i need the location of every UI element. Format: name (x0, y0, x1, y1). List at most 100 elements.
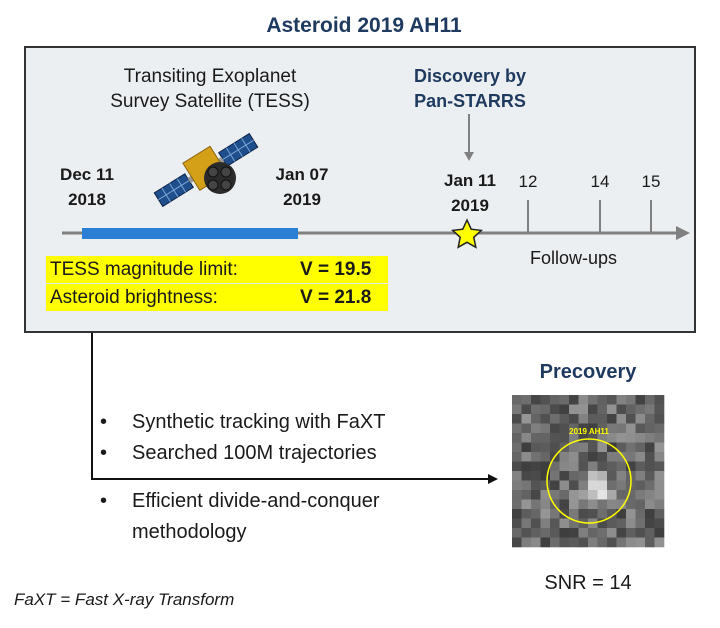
timeline-arrowhead (676, 226, 690, 240)
precovery-pixel (597, 509, 608, 519)
precovery-pixel (616, 509, 627, 519)
precovery-pixel (654, 433, 665, 443)
precovery-pixel (616, 395, 627, 405)
precovery-pixel (521, 480, 532, 491)
precovery-pixel (616, 404, 627, 415)
precovery-pixel (626, 452, 636, 462)
precovery-pixel (512, 395, 522, 405)
precovery-pixel (512, 404, 522, 415)
precovery-pixel (588, 395, 598, 405)
precovery-pixel (616, 414, 627, 424)
precovery-pixel (531, 471, 541, 481)
precovery-pixel (521, 490, 532, 500)
precovery-pixel (626, 461, 636, 472)
precovery-pixel (550, 404, 560, 415)
precovery-pixel (635, 404, 646, 415)
precovery-pixel (654, 414, 665, 424)
precovery-pixel (540, 404, 551, 415)
precovery-pixel (578, 528, 589, 538)
precovery-pixel (569, 442, 579, 453)
discovery-label-line2: Pan-STARRS (414, 91, 526, 111)
precovery-pixel (616, 423, 627, 434)
precovery-pixel (521, 471, 532, 481)
footnote: FaXT = Fast X-ray Transform (14, 590, 235, 609)
precovery-pixel (521, 423, 532, 434)
precovery-pixel (607, 404, 617, 415)
precovery-pixel (578, 404, 589, 415)
precovery-pixel (540, 528, 551, 538)
precovery-pixel (654, 509, 665, 519)
tick-label-15: 15 (641, 172, 661, 191)
precovery-pixel (597, 404, 608, 415)
precovery-pixel (550, 461, 560, 472)
star-icon (450, 218, 484, 249)
precovery-pixel (654, 528, 665, 538)
precovery-pixel (559, 452, 570, 462)
precovery-pixel (645, 518, 655, 529)
precovery-pixel (588, 490, 598, 500)
precovery-pixel (578, 499, 589, 510)
tess-magnitude-limit: TESS magnitude limit: V = 19.5 (46, 256, 388, 283)
end-date: Jan 07 2019 (275, 165, 329, 209)
precovery-pixel (569, 423, 579, 434)
snr-label: SNR = 14 (544, 572, 632, 594)
precovery-pixel (540, 509, 551, 519)
precovery-pixel (550, 480, 560, 491)
precovery-pixel (512, 490, 522, 500)
precovery-pixel (578, 537, 589, 548)
precovery-pixel (626, 499, 636, 510)
precovery-pixel (616, 433, 627, 443)
precovery-pixel (512, 452, 522, 462)
tess-observation-bar (82, 228, 298, 239)
precovery-pixel (635, 442, 646, 453)
tess-label: Transiting Exoplanet Survey Satellite (T… (90, 64, 330, 114)
precovery-pixel (588, 442, 598, 453)
precovery-pixel (597, 490, 608, 500)
precovery-pixel (521, 395, 532, 405)
precovery-pixel (588, 509, 598, 519)
precovery-pixel (654, 480, 665, 491)
precovery-pixel (559, 395, 570, 405)
precovery-pixel (597, 452, 608, 462)
precovery-pixel (578, 423, 589, 434)
precovery-pixel (531, 433, 541, 443)
precovery-pixel (588, 433, 598, 443)
precovery-pixel (512, 423, 522, 434)
precovery-pixel (607, 414, 617, 424)
precovery-pixel (512, 499, 522, 510)
precovery-pixel (540, 499, 551, 510)
start-date: Dec 11 2018 (60, 165, 114, 209)
precovery-pixel (607, 490, 617, 500)
precovery-pixel (531, 509, 541, 519)
precovery-pixel (654, 499, 665, 510)
precovery-pixel (654, 452, 665, 462)
tick-label-12: 12 (518, 172, 538, 191)
precovery-pixel (550, 528, 560, 538)
precovery-pixel (521, 442, 532, 453)
magnitude-label: Asteroid brightness: (50, 287, 218, 308)
precovery-pixel (550, 423, 560, 434)
precovery-pixel (540, 395, 551, 405)
precovery-pixel (597, 537, 608, 548)
precovery-pixel (578, 480, 589, 491)
precovery-pixel (512, 518, 522, 529)
precovery-pixel (531, 404, 541, 415)
precovery-pixel (512, 414, 522, 424)
precovery-pixel (607, 509, 617, 519)
precovery-pixel (645, 537, 655, 548)
precovery-pixel (531, 414, 541, 424)
precovery-pixel (588, 404, 598, 415)
precovery-pixel (635, 528, 646, 538)
magnitude-label: TESS magnitude limit: (50, 259, 238, 280)
precovery-pixel (635, 499, 646, 510)
precovery-pixel (578, 509, 589, 519)
precovery-pixel (635, 433, 646, 443)
precovery-pixel (645, 414, 655, 424)
precovery-pixel (588, 414, 598, 424)
precovery-pixel (550, 471, 560, 481)
precovery-pixel (635, 461, 646, 472)
precovery-pixel (616, 461, 627, 472)
precovery-pixel (569, 537, 579, 548)
precovery-pixel (569, 414, 579, 424)
